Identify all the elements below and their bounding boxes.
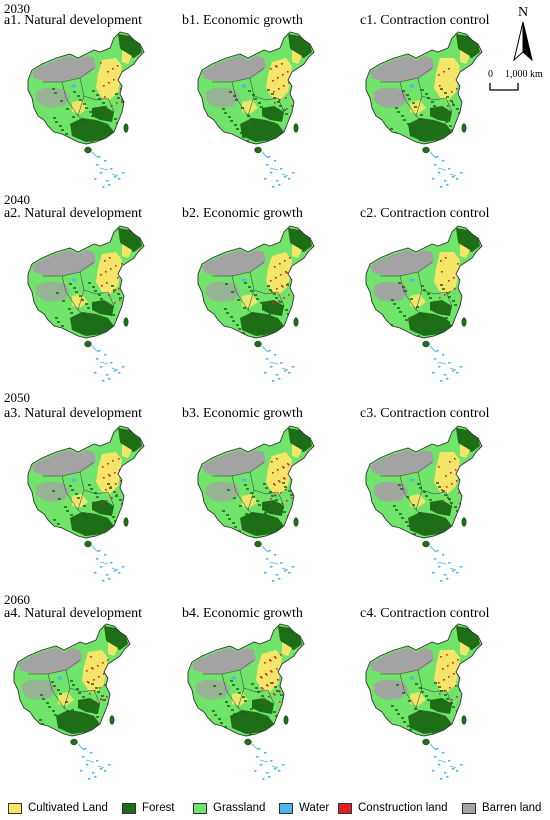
map-c4	[365, 623, 483, 780]
legend-label-water: Water	[299, 802, 330, 814]
panel-title-a1: a1. Natural development	[4, 13, 143, 28]
legend-label-grassland: Grassland	[213, 802, 266, 814]
legend-label-forest: Forest	[142, 802, 175, 814]
panel-title-b2: b2. Economic growth	[182, 206, 303, 221]
map-c3	[365, 425, 483, 582]
panel-title-a3: a3. Natural development	[4, 406, 143, 421]
map-b4	[187, 623, 305, 780]
scale-zero-label: 0	[488, 69, 493, 80]
map-a3	[27, 425, 145, 582]
panel-title-c1: c1. Contraction control	[360, 13, 490, 28]
legend-item-grassland: Grassland	[193, 802, 265, 814]
legend-swatch-grassland	[193, 802, 207, 814]
scale-bar: 0 1,000 km	[488, 70, 548, 96]
legend-item-barren: Barren land	[462, 802, 541, 814]
year-label-2060: 2060	[4, 592, 30, 607]
map-a4	[13, 623, 131, 780]
legend-swatch-construction	[338, 802, 352, 814]
map-b3	[197, 425, 315, 582]
legend-label-barren: Barren land	[482, 802, 542, 814]
year-label-2040: 2040	[4, 192, 30, 207]
panel-title-c2: c2. Contraction control	[360, 206, 490, 221]
panel-title-a4: a4. Natural development	[4, 606, 143, 621]
north-arrow-icon	[513, 21, 533, 62]
map-b2	[197, 225, 315, 382]
legend-swatch-forest	[122, 802, 136, 814]
legend-item-construction: Construction land	[338, 802, 448, 814]
panel-title-b4: b4. Economic growth	[182, 606, 303, 621]
panel-title-b3: b3. Economic growth	[182, 406, 303, 421]
panel-title-a2: a2. Natural development	[4, 206, 143, 221]
scale-max-label: 1,000 km	[505, 69, 543, 80]
panel-title-b1: b1. Economic growth	[182, 13, 303, 28]
year-label-2050: 2050	[4, 390, 30, 405]
legend-item-water: Water	[279, 802, 329, 814]
legend-item-forest: Forest	[122, 802, 175, 814]
map-a1	[27, 31, 145, 188]
legend-swatch-water	[279, 802, 293, 814]
north-label: N	[517, 5, 529, 20]
scale-bar-line	[489, 83, 519, 91]
legend-item-cultivated: Cultivated Land	[8, 802, 108, 814]
legend-label-cultivated: Cultivated Land	[28, 802, 108, 814]
legend-swatch-barren	[462, 802, 476, 814]
legend-label-construction: Construction land	[358, 802, 448, 814]
map-c2	[365, 225, 483, 382]
map-c1	[365, 31, 483, 188]
legend-swatch-cultivated	[8, 802, 22, 814]
map-a2	[27, 225, 145, 382]
panel-title-c4: c4. Contraction control	[360, 606, 490, 621]
legend: Cultivated Land Forest Grassland Water C…	[0, 798, 550, 820]
panel-title-c3: c3. Contraction control	[360, 406, 490, 421]
north-arrow: N	[508, 6, 538, 62]
map-b1	[197, 31, 315, 188]
year-label-2030: 2030	[4, 1, 30, 16]
